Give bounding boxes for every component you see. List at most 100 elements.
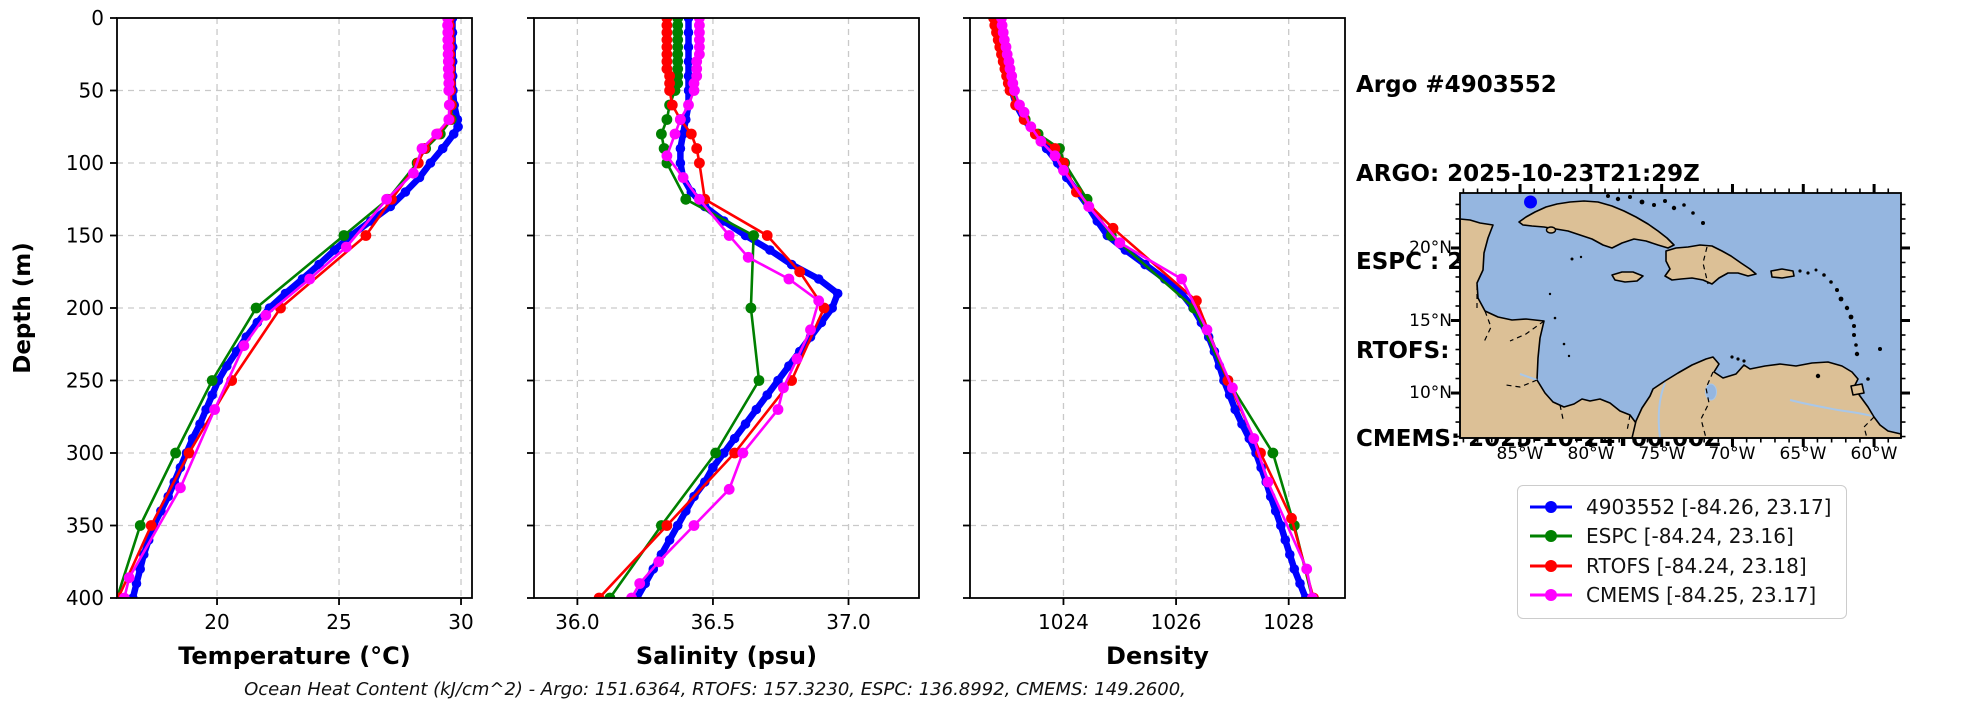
series-marker	[1227, 382, 1238, 394]
series-marker	[694, 193, 705, 205]
series-marker	[135, 564, 145, 574]
series-marker	[1058, 164, 1069, 176]
series-marker	[206, 375, 218, 386]
map-frame	[1459, 192, 1902, 439]
series-marker	[688, 85, 700, 96]
x-axis-label: Density	[1106, 642, 1209, 670]
legend-swatch-line-dot-icon	[1530, 559, 1572, 572]
float-location-marker	[1524, 195, 1537, 209]
series-marker	[783, 273, 795, 285]
series-marker	[209, 404, 221, 415]
profile-panel-1: 36.0 36.5 37.0 Salinity (psu)	[527, 17, 920, 670]
series-marker	[1237, 419, 1247, 429]
series-marker	[683, 42, 694, 52]
series-marker	[748, 230, 759, 241]
series-marker	[408, 167, 419, 179]
series-marker	[195, 419, 205, 429]
series-marker	[813, 274, 824, 284]
series-marker	[827, 303, 837, 313]
series-marker	[666, 99, 678, 111]
x-tick-label: 1028	[1263, 610, 1314, 634]
series-marker	[1306, 592, 1318, 598]
series-marker	[675, 114, 686, 125]
series-marker	[1270, 506, 1281, 516]
series-legend: 4903552 [-84.26, 23.17] ESPC [-84.24, 23…	[1517, 485, 1847, 619]
series-line-espc	[995, 18, 1314, 598]
map-small-islands	[1548, 194, 1882, 381]
legend-item-rtofs: RTOFS [-84.24, 23.18]	[1528, 551, 1836, 581]
series-marker	[1286, 512, 1297, 524]
panel-frame	[533, 17, 920, 599]
series-marker	[661, 520, 673, 531]
series-marker	[1049, 150, 1061, 162]
series-marker	[737, 447, 749, 459]
series-marker	[170, 447, 182, 459]
map-landmasses	[1459, 200, 1902, 439]
series-marker	[360, 230, 372, 241]
x-tick-label: 1024	[1038, 610, 1089, 634]
y-tick-label: 150	[66, 224, 104, 248]
x-tick-label: 36.0	[555, 610, 600, 634]
series-marker	[222, 361, 232, 371]
y-tick-label: 350	[66, 514, 104, 538]
series-marker	[1276, 520, 1286, 531]
series-marker	[700, 477, 710, 487]
y-tick-label: 250	[66, 369, 104, 393]
series-marker	[626, 592, 637, 598]
panel-frame	[969, 17, 1346, 599]
legend-item-cmems: CMEMS [-84.25, 23.17]	[1528, 581, 1836, 611]
x-tick-label: 36.5	[691, 610, 736, 634]
legend-label: RTOFS [-84.24, 23.18]	[1586, 553, 1807, 578]
series-marker	[131, 578, 142, 589]
series-marker	[1018, 106, 1030, 118]
series-marker	[604, 592, 616, 598]
map-ytick-label: 20°N	[1409, 238, 1452, 258]
series-marker	[453, 122, 463, 132]
series-marker	[719, 448, 729, 458]
map-ytick-label: 10°N	[1409, 383, 1452, 403]
series-marker	[678, 129, 688, 139]
map-xtick-label: 85°W	[1496, 444, 1544, 464]
series-marker	[134, 520, 146, 531]
series-marker	[381, 193, 392, 205]
series-marker	[691, 143, 703, 154]
legend-item-espc: ESPC [-84.24, 23.16]	[1528, 522, 1836, 552]
series-marker	[1114, 237, 1126, 249]
map-land-jamaica	[1611, 271, 1644, 283]
series-marker	[710, 447, 722, 459]
series-marker	[250, 302, 262, 314]
y-tick-label: 0	[91, 6, 104, 30]
series-marker	[664, 85, 675, 96]
series-marker	[1009, 85, 1020, 96]
series-marker	[145, 520, 157, 531]
map-land-south-america	[1631, 356, 1902, 439]
x-axis-label: Temperature (°C)	[178, 642, 411, 670]
series-marker	[338, 230, 350, 241]
series-marker	[683, 18, 694, 23]
float-title: Argo #4903552	[1356, 72, 1557, 98]
series-marker	[753, 375, 765, 386]
series-marker	[448, 129, 459, 139]
map-rivers	[1519, 373, 1873, 439]
series-marker	[805, 324, 816, 336]
y-axis-label: Depth (m)	[10, 242, 36, 374]
map-land-puerto-rico	[1770, 268, 1795, 279]
map-land-hispaniola	[1664, 244, 1757, 285]
series-marker	[128, 593, 138, 598]
legend-swatch-line-dot-icon	[1530, 500, 1572, 513]
series-marker	[794, 266, 806, 278]
series-marker	[201, 404, 211, 415]
map-land-central-america	[1459, 218, 1637, 439]
series-marker	[1285, 549, 1295, 560]
series-marker	[238, 340, 250, 352]
series-marker	[416, 143, 428, 154]
series-marker	[745, 302, 757, 314]
series-marker	[1201, 324, 1213, 336]
series-marker	[773, 375, 783, 386]
y-tick-label: 50	[79, 79, 104, 103]
series-marker	[675, 143, 686, 154]
map-isla-juventud	[1545, 226, 1557, 234]
series-marker	[683, 99, 694, 111]
series-marker	[740, 419, 751, 429]
series-marker	[661, 150, 673, 162]
